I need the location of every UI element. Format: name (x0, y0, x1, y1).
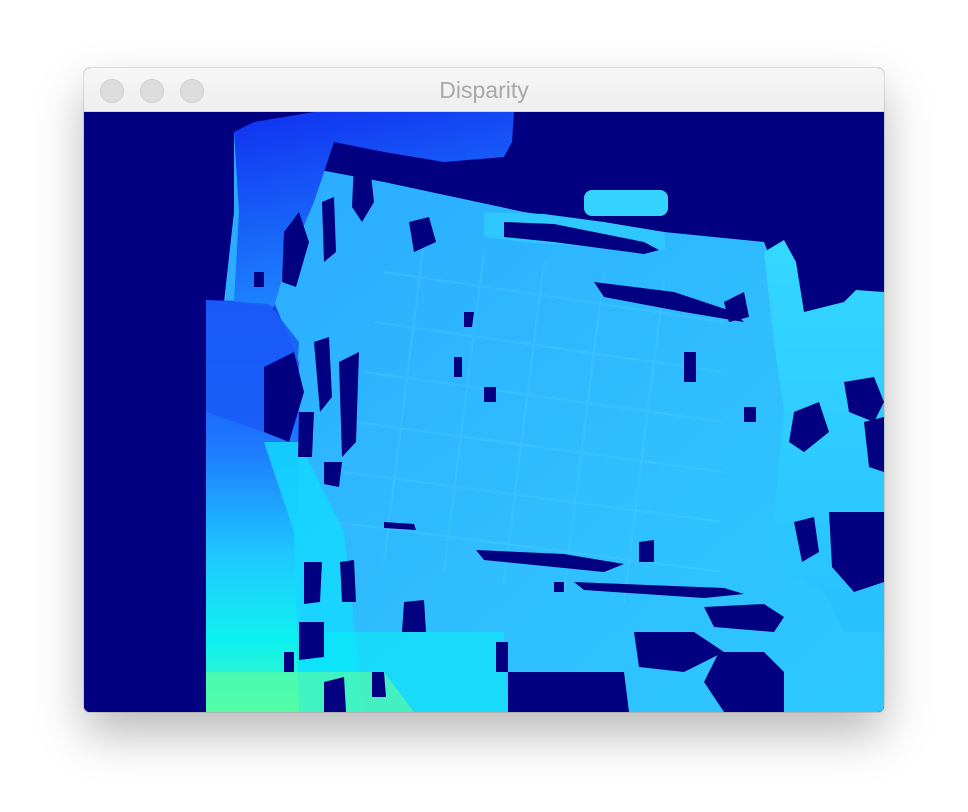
disparity-strip (584, 190, 668, 216)
disparity-window: Disparity (84, 68, 884, 712)
disparity-map-graphic (84, 112, 884, 712)
zoom-button[interactable] (180, 79, 204, 103)
disparity-holes (254, 157, 884, 712)
window-titlebar[interactable]: Disparity (84, 68, 884, 112)
disparity-image (84, 112, 884, 712)
disparity-far-region (234, 112, 514, 307)
disparity-board-region (206, 127, 884, 712)
window-title: Disparity (439, 77, 529, 103)
close-button[interactable] (100, 79, 124, 103)
minimize-button[interactable] (140, 79, 164, 103)
